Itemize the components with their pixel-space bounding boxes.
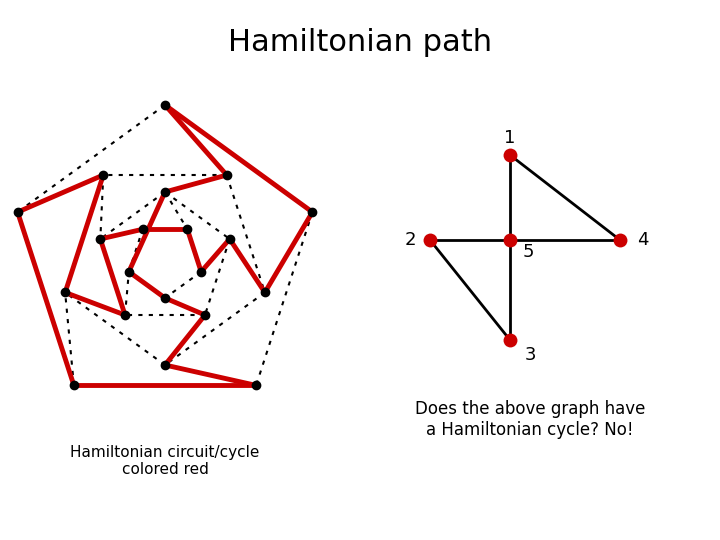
Text: 3: 3 [524, 346, 536, 364]
Text: 5: 5 [522, 243, 534, 261]
Text: Hamiltonian circuit/cycle
colored red: Hamiltonian circuit/cycle colored red [71, 445, 260, 477]
Text: Hamiltonian path: Hamiltonian path [228, 28, 492, 57]
Text: 2: 2 [404, 231, 415, 249]
Text: 4: 4 [637, 231, 649, 249]
Text: Does the above graph have
a Hamiltonian cycle? No!: Does the above graph have a Hamiltonian … [415, 400, 645, 439]
Text: 1: 1 [504, 129, 516, 147]
